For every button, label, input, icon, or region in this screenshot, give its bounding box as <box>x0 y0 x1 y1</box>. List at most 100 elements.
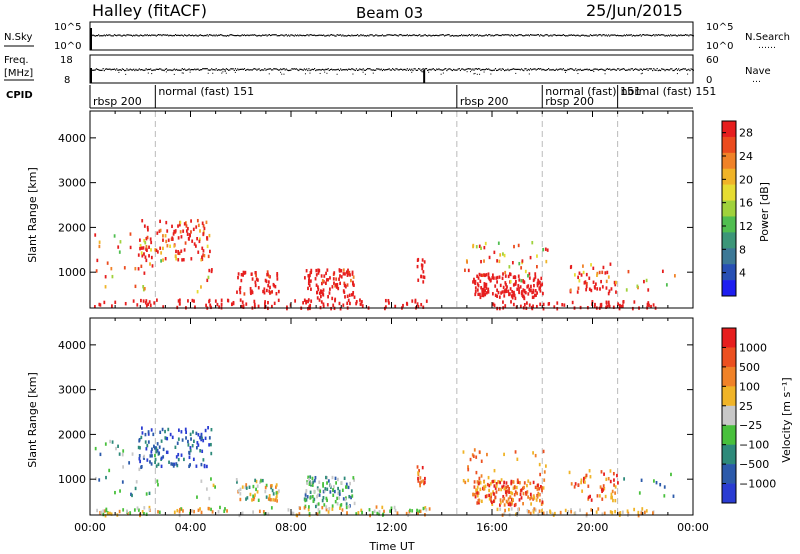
freq-point <box>618 68 620 70</box>
range-gate-cell <box>488 255 491 260</box>
freq-point <box>480 69 482 71</box>
nsky-point <box>144 34 146 36</box>
range-gate-cell <box>348 504 351 509</box>
range-gate-cell <box>500 478 503 482</box>
range-gate-cell <box>327 295 329 299</box>
range-gate-cell <box>96 508 98 513</box>
range-gate-cell <box>309 490 312 494</box>
range-gate-cell <box>156 231 159 235</box>
range-gate-cell <box>267 512 270 516</box>
nsky-point <box>157 34 160 36</box>
freq-point <box>382 68 385 71</box>
nsky-point <box>178 34 180 36</box>
range-gate-cell <box>129 511 132 515</box>
freq-point <box>656 68 658 70</box>
range-gate-cell <box>188 455 191 460</box>
freq-point <box>455 69 457 71</box>
range-gate-cell <box>236 480 238 484</box>
range-gate-cell <box>529 492 532 497</box>
range-gate-cell <box>197 250 200 254</box>
range-gate-cell <box>160 439 163 443</box>
nsky-point <box>404 34 406 37</box>
velocity-frame <box>89 317 694 516</box>
range-gate-cell <box>532 295 535 299</box>
x-tick-label: 00:00 <box>74 521 106 534</box>
range-gate-cell <box>274 498 277 502</box>
nave-point <box>181 72 183 74</box>
range-gate-cell <box>342 289 345 293</box>
nsky-point <box>234 35 237 37</box>
range-gate-cell <box>513 493 516 497</box>
range-gate-cell <box>274 485 277 489</box>
range-gate-cell <box>209 303 212 307</box>
nsky-point <box>428 34 430 36</box>
nsky-point <box>260 35 263 37</box>
range-gate-cell <box>156 250 159 254</box>
freq-point <box>307 69 309 72</box>
range-gate-cell <box>478 498 480 502</box>
range-gate-cell <box>607 300 610 305</box>
nsky-point <box>560 34 562 37</box>
range-gate-cell <box>484 484 487 488</box>
range-gate-cell <box>195 225 198 229</box>
nsky-point <box>237 34 239 36</box>
range-gate-cell <box>153 301 156 305</box>
range-gate-cell <box>268 494 271 498</box>
freq-point <box>365 68 368 71</box>
range-gate-cell <box>600 279 602 284</box>
range-gate-cell <box>539 484 542 489</box>
range-gate-cell <box>496 288 499 292</box>
range-gate-cell <box>512 498 514 502</box>
freq-point <box>304 69 307 71</box>
range-gate-cell <box>609 479 612 484</box>
freq-point <box>338 69 341 72</box>
nsky-point <box>455 35 457 37</box>
freq-point <box>396 68 398 70</box>
range-gate-cell <box>544 464 547 468</box>
range-gate-cell <box>534 275 537 279</box>
range-gate-cell <box>464 480 467 485</box>
range-gate-cell <box>569 288 572 292</box>
freq-point <box>325 68 327 70</box>
range-gate-cell <box>346 301 349 306</box>
freq-label: Freq. <box>4 55 29 66</box>
range-gate-cell <box>344 497 347 502</box>
freq-point <box>595 68 597 70</box>
nsky-point <box>356 34 359 36</box>
range-gate-cell <box>314 277 317 281</box>
range-gate-cell <box>499 498 502 502</box>
nsky-point <box>420 35 422 37</box>
nsky-point <box>269 34 272 37</box>
range-gate-cell <box>478 272 481 277</box>
nsky-point <box>662 34 664 36</box>
range-gate-cell <box>329 484 332 488</box>
range-gate-cell <box>578 279 581 283</box>
freq-point <box>167 69 169 71</box>
nsky-point <box>418 34 420 36</box>
range-gate-cell <box>111 304 113 308</box>
freq-point <box>431 68 433 70</box>
freq-point <box>541 69 543 71</box>
nsky-point <box>128 34 130 36</box>
range-gate-cell <box>158 451 161 455</box>
range-gate-cell <box>631 306 634 311</box>
range-gate-cell <box>508 265 511 269</box>
range-gate-cell <box>672 494 675 498</box>
nave-point <box>372 72 374 74</box>
freq-point <box>575 68 577 70</box>
freq-point <box>433 69 436 71</box>
nsky-point <box>298 35 300 37</box>
range-gate-cell <box>254 271 257 275</box>
freq-point <box>361 69 363 71</box>
range-gate-cell <box>269 285 271 290</box>
range-gate-cell <box>502 285 505 290</box>
nsky-point <box>143 35 145 37</box>
range-gate-cell <box>346 273 349 277</box>
range-gate-cell <box>504 490 507 494</box>
freq-point <box>225 68 228 70</box>
freq-point <box>552 68 554 71</box>
range-gate-cell <box>129 245 132 250</box>
range-gate-cell <box>166 436 169 441</box>
range-gate-cell <box>140 426 143 430</box>
range-gate-cell <box>536 264 538 269</box>
